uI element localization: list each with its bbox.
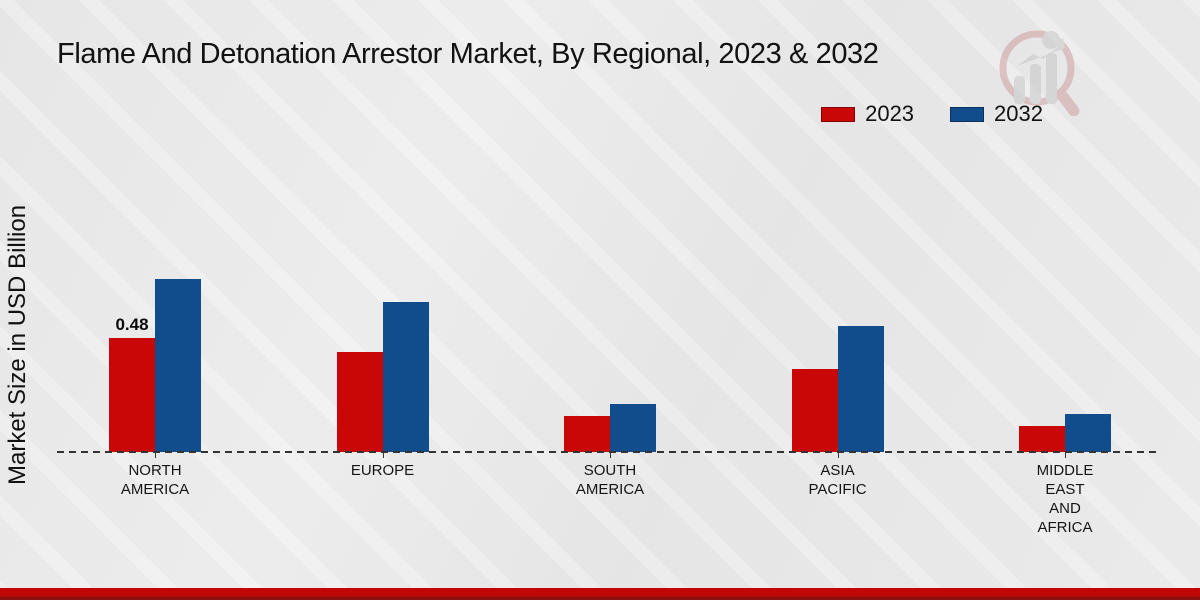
bar-2023-south-america — [564, 416, 610, 452]
bar-2032-asia-pacific — [837, 326, 884, 452]
legend-item-2032: 2032 — [950, 101, 1043, 127]
bar-2032-north-america — [155, 279, 201, 452]
bar-data-label: 0.48 — [115, 315, 149, 334]
magnifier-bar-chart-watermark-icon — [999, 30, 1080, 116]
category-label: EUROPE — [350, 462, 415, 479]
legend-swatch-2023 — [821, 106, 856, 122]
axis-tick — [610, 452, 611, 458]
bar-2032-europe — [382, 302, 429, 452]
legend: 2023 2032 — [821, 100, 1043, 128]
category-label: ASIA PACIFIC — [808, 462, 867, 498]
axis-tick — [382, 452, 384, 458]
axis-tick — [155, 452, 156, 458]
bar-2032-south-america — [610, 404, 656, 452]
axis-tick — [1065, 452, 1066, 458]
bar-2023-middle-east-and-africa — [1019, 426, 1065, 452]
bar-2032-middle-east-and-africa — [1065, 414, 1111, 452]
axis-tick — [837, 452, 839, 458]
category-label: NORTH AMERICA — [120, 462, 190, 498]
bar-2023-asia-pacific — [791, 369, 838, 452]
legend-label-2023: 2023 — [865, 101, 915, 126]
legend-label-2032: 2032 — [994, 101, 1043, 126]
legend-item-2023: 2023 — [821, 101, 914, 127]
bar-2023-north-america — [109, 338, 155, 452]
category-label: MIDDLE EAST AND AFRICA — [1036, 462, 1094, 536]
x-axis-dashed-baseline — [57, 451, 1158, 453]
category-label: SOUTH AMERICA — [575, 462, 645, 498]
legend-swatch-2032 — [950, 106, 985, 122]
footer-red-bar — [0, 588, 1200, 600]
bar-2023-europe — [336, 352, 383, 452]
page-title: Flame And Detonation Arrestor Market, By… — [57, 38, 879, 70]
